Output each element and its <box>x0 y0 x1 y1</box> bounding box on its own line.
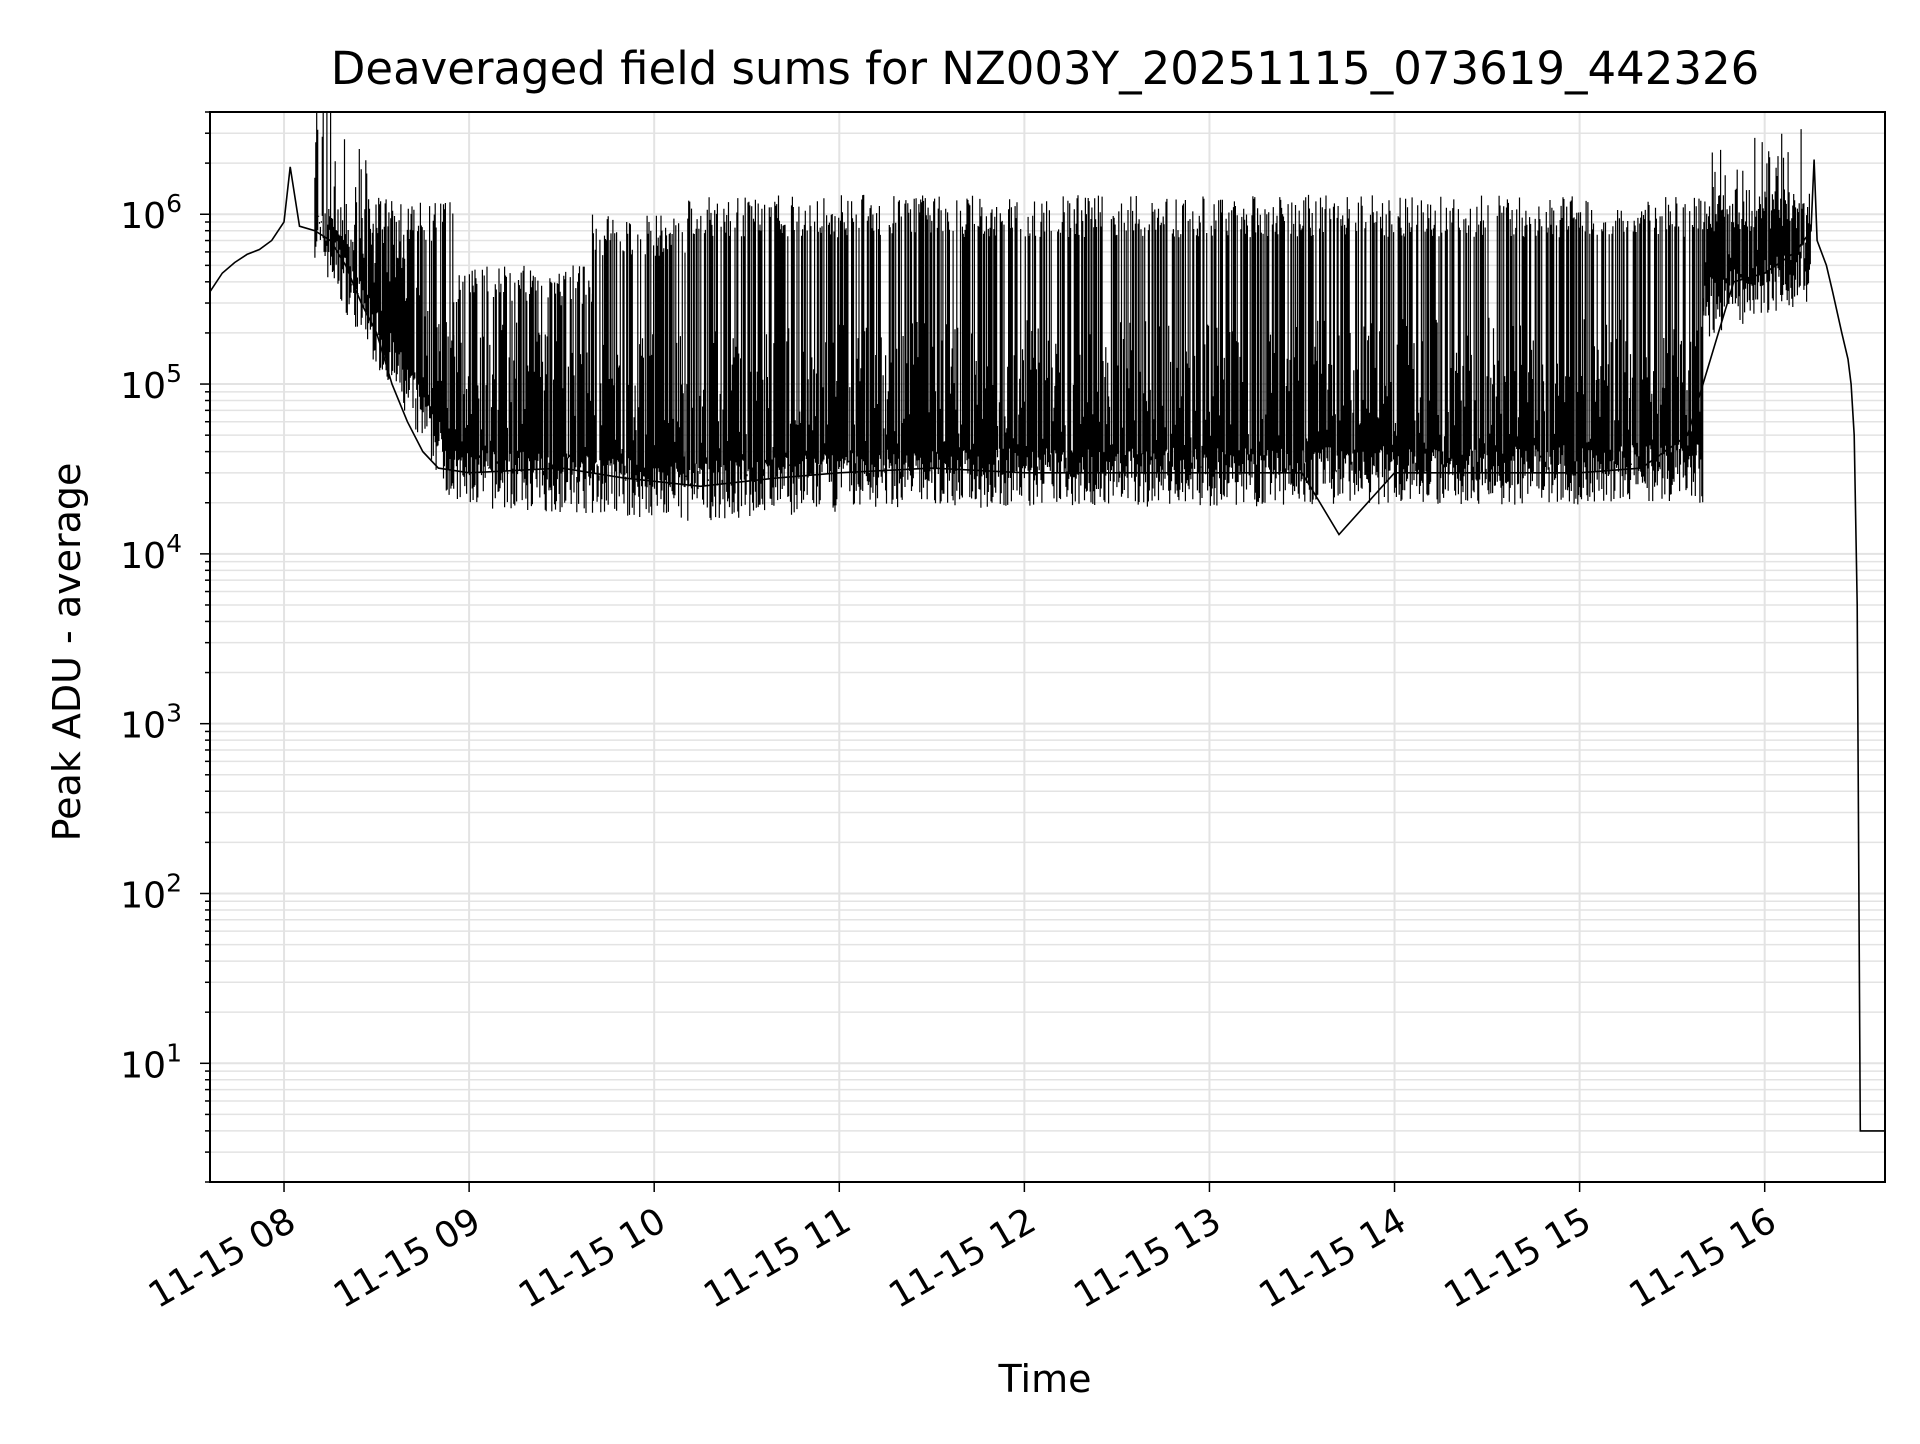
y-tick-base: 10 <box>120 536 166 577</box>
y-tick-label: 101 <box>120 1038 182 1086</box>
y-tick-label: 103 <box>120 699 182 747</box>
x-axis-label: Time <box>998 1357 1092 1401</box>
y-tick-exponent: 3 <box>166 699 182 728</box>
data-series-band <box>314 112 455 495</box>
data-series-band <box>885 194 1704 508</box>
y-tick-label: 102 <box>120 868 182 916</box>
y-tick-label: 106 <box>120 189 182 237</box>
y-tick-exponent: 5 <box>166 359 182 388</box>
y-tick-base: 10 <box>120 1045 166 1086</box>
plot-data <box>209 112 1885 1132</box>
data-series-band <box>591 214 686 518</box>
y-tick-exponent: 1 <box>166 1038 182 1067</box>
y-axis-label: Peak ADU - average <box>45 463 89 842</box>
y-tick-base: 10 <box>120 196 166 237</box>
data-series-band <box>1702 129 1811 337</box>
data-series-band <box>453 265 594 513</box>
chart-title: Deaveraged field sums for NZ003Y_2025111… <box>331 42 1760 95</box>
y-tick-exponent: 4 <box>166 529 182 558</box>
y-tick-label: 104 <box>120 529 182 577</box>
y-tick-exponent: 6 <box>166 189 182 218</box>
plot-frame <box>209 111 1886 1183</box>
y-tick-base: 10 <box>120 706 166 747</box>
y-tick-label: 105 <box>120 359 182 407</box>
y-tick-base: 10 <box>120 366 166 407</box>
data-series-band <box>684 194 886 521</box>
y-tick-base: 10 <box>120 875 166 916</box>
y-tick-exponent: 2 <box>166 868 182 897</box>
